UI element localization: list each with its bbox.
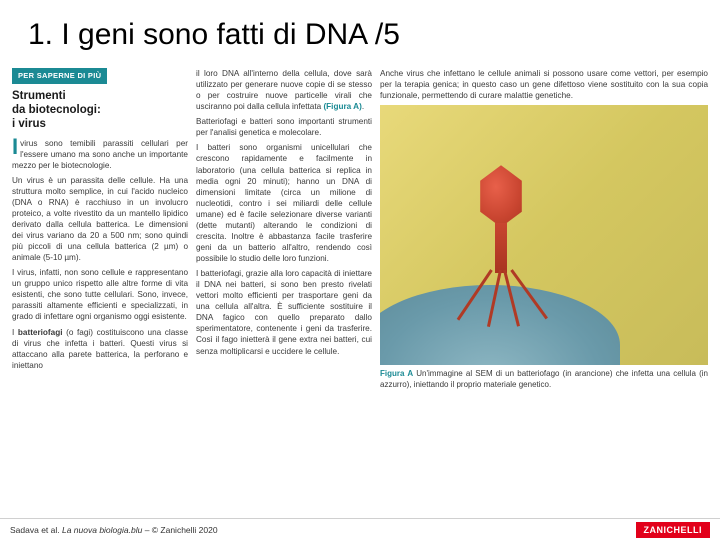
footer-author: Sadava et al.	[10, 525, 62, 535]
footer-title: La nuova biologia.blu	[62, 525, 142, 535]
c1-para-2a: Un virus è un parassita delle cellule. H…	[12, 175, 188, 264]
drop-cap: I	[12, 138, 20, 157]
publisher-logo: ZANICHELLI	[636, 522, 711, 538]
box-title-line3: i virus	[12, 118, 46, 130]
column-2: il loro DNA all'interno della cellula, d…	[196, 68, 372, 390]
cell-shape	[380, 285, 620, 365]
c1-p3b: batteriofagi	[18, 328, 63, 337]
virus-head	[475, 165, 527, 227]
footer: Sadava et al. La nuova biologia.blu – © …	[0, 518, 720, 540]
c2-para-1: il loro DNA all'interno della cellula, d…	[196, 68, 372, 112]
badge-row: PER SAPERNE DI PIÙ	[12, 68, 188, 84]
caption-text: Un'immagine al SEM di un batteriofago (i…	[380, 369, 708, 388]
footer-suffix: – © Zanichelli 2020	[142, 525, 217, 535]
c1-p1-text: virus sono temibili parassiti cellulari …	[12, 139, 188, 170]
column-3: Anche virus che infettano le cellule ani…	[380, 68, 708, 390]
c1-para-1: Ivirus sono temibili parassiti cellulari…	[12, 138, 188, 171]
c3-para-1: Anche virus che infettano le cellule ani…	[380, 68, 708, 101]
column-1: PER SAPERNE DI PIÙ Strumenti da biotecno…	[12, 68, 188, 390]
box-title: Strumenti da biotecnologi: i virus	[12, 90, 188, 131]
box-title-line1: Strumenti	[12, 90, 66, 102]
c2-p1b: .	[362, 102, 364, 111]
c2-para-3: I batteri sono organismi unicellulari ch…	[196, 142, 372, 264]
figure-image	[380, 105, 708, 365]
caption-label: Figura A	[380, 369, 413, 378]
virus-tail	[495, 223, 507, 273]
slide-title: 1. I geni sono fatti di DNA /5	[0, 0, 720, 62]
info-badge: PER SAPERNE DI PIÙ	[12, 68, 107, 84]
c2-para-2: Batteriofagi e batteri sono importanti s…	[196, 116, 372, 138]
box-title-line2: da biotecnologi:	[12, 104, 101, 116]
content-area: PER SAPERNE DI PIÙ Strumenti da biotecno…	[0, 62, 720, 390]
c1-para-2b: I virus, infatti, non sono cellule e rap…	[12, 267, 188, 322]
footer-citation: Sadava et al. La nuova biologia.blu – © …	[10, 525, 218, 535]
figure-ref: (Figura A)	[323, 102, 361, 111]
c2-para-4: I batteriofagi, grazie alla loro capacit…	[196, 268, 372, 357]
c1-para-3: I batteriofagi (o fagi) costituiscono un…	[12, 327, 188, 371]
figure-caption: Figura A Un'immagine al SEM di un batter…	[380, 369, 708, 390]
